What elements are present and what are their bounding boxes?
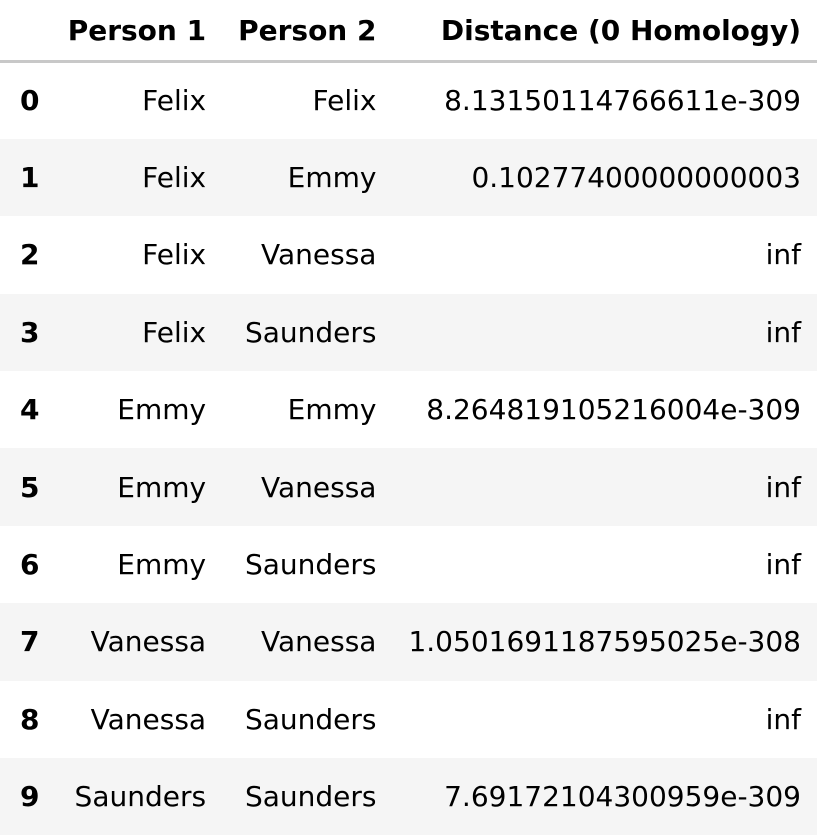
table-row: 7 Vanessa Vanessa 1.0501691187595025e-30… [0,603,817,681]
person-1-cell: Felix [142,315,207,349]
row-index: 1 [20,161,40,195]
table-row: 3 Felix Saunders inf [0,293,817,372]
distance-cell: 8.13150114766611e-309 [444,84,801,118]
person-2-cell: Saunders [244,780,377,814]
person-2-cell: Emmy [287,161,377,195]
person-2-cell: Vanessa [261,625,377,659]
person-1-cell: Felix [142,161,207,195]
person-2-cell: Saunders [244,702,377,736]
distance-cell: inf [765,470,801,504]
table-row: 4 Emmy Emmy 8.264819105216004e-309 [0,371,817,449]
person-1-cell: Emmy [117,393,207,427]
table-body: 0 Felix Felix 8.13150114766611e-309 1 Fe… [0,61,817,836]
distance-cell: 8.264819105216004e-309 [426,393,801,427]
person-2-cell: Felix [312,84,377,118]
person-2-cell: Saunders [244,548,377,582]
row-index: 8 [20,702,40,736]
person-2-cell: Vanessa [261,470,377,504]
person-1-cell: Emmy [117,548,207,582]
person-1-cell: Saunders [74,780,207,814]
person-2-cell: Vanessa [261,238,377,272]
person-2-cell: Emmy [287,393,377,427]
index-header [0,0,52,63]
distance-cell: 0.10277400000000003 [471,161,801,195]
header-row: Person 1 Person 2 Distance (0 Homology) [0,0,817,63]
row-index: 0 [20,84,40,118]
table-row: 1 Felix Emmy 0.10277400000000003 [0,138,817,217]
row-index: 9 [20,780,40,814]
person-1-cell: Felix [142,238,207,272]
distance-cell: inf [765,238,801,272]
row-index: 4 [20,393,40,427]
column-header-person-1: Person 1 [51,0,223,63]
distance-cell: 1.0501691187595025e-308 [408,625,801,659]
column-header-distance: Distance (0 Homology) [392,0,817,63]
row-index: 2 [20,238,40,272]
table-row: 2 Felix Vanessa inf [0,216,817,294]
table-row: 8 Vanessa Saunders inf [0,680,817,759]
table-row: 9 Saunders Saunders 7.69172104300959e-30… [0,758,817,836]
person-1-cell: Vanessa [90,625,207,659]
person-1-cell: Emmy [117,470,207,504]
person-2-cell: Saunders [244,315,377,349]
table-row: 0 Felix Felix 8.13150114766611e-309 [0,61,817,139]
table-row: 5 Emmy Vanessa inf [0,448,817,526]
table-row: 6 Emmy Saunders inf [0,525,817,604]
distance-cell: inf [765,702,801,736]
row-index: 5 [20,470,40,504]
row-index: 7 [20,625,40,659]
table-header: Person 1 Person 2 Distance (0 Homology) [0,0,817,63]
column-header-person-2: Person 2 [222,0,393,63]
distance-cell: 7.69172104300959e-309 [444,780,801,814]
row-index: 6 [20,548,40,582]
person-1-cell: Vanessa [90,702,207,736]
person-1-cell: Felix [142,84,207,118]
distance-cell: inf [765,315,801,349]
distance-cell: inf [765,548,801,582]
row-index: 3 [20,315,40,349]
